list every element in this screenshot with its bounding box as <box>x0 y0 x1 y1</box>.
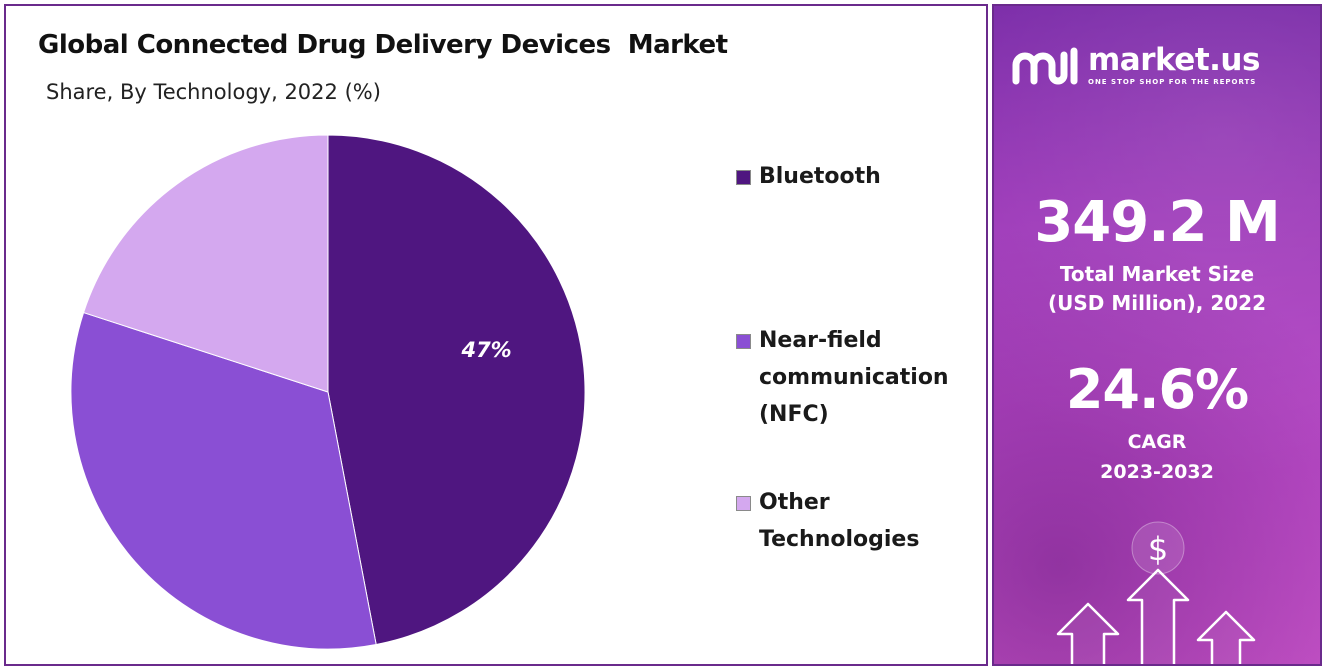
chart-subtitle: Share, By Technology, 2022 (%) <box>46 80 381 104</box>
legend-label-line: Bluetooth <box>759 164 881 189</box>
legend-swatch-other <box>736 496 751 511</box>
pie-chart: 47% <box>70 134 586 650</box>
market-size-label: Total Market Size <box>1059 262 1255 286</box>
pie-slice-label-0: 47% <box>460 338 511 362</box>
legend-swatch-nfc <box>736 334 751 349</box>
cagr-value: 24.6% <box>1065 358 1249 421</box>
legend-label-other: Other Technologies <box>759 484 919 558</box>
legend-swatch-bluetooth <box>736 170 751 185</box>
legend-item-nfc: Near-field communication (NFC) <box>736 328 949 433</box>
cagr-period: 2023-2032 <box>1100 461 1214 483</box>
chart-title: Global Connected Drug Delivery Devices M… <box>38 30 728 60</box>
legend-label-line: Other <box>759 490 830 515</box>
market-size-value: 349.2 M <box>1034 190 1280 255</box>
legend-label-line: (NFC) <box>759 402 829 427</box>
chart-panel: Global Connected Drug Delivery Devices M… <box>4 4 988 666</box>
legend: Bluetooth Near-field communication (NFC)… <box>736 6 986 666</box>
brand-name: market.us <box>1088 42 1260 78</box>
legend-item-bluetooth: Bluetooth <box>736 164 881 195</box>
legend-label-bluetooth: Bluetooth <box>759 158 881 195</box>
pie-slice-0 <box>327 134 586 646</box>
market-us-logo-icon <box>1012 47 1078 85</box>
market-summary-panel: market.us ONE STOP SHOP FOR THE REPORTS … <box>992 4 1322 666</box>
background-shade <box>994 6 1320 664</box>
legend-label-line: Technologies <box>759 527 920 552</box>
pie-slice-2 <box>82 134 329 393</box>
dollar-icon: $ <box>1148 530 1168 568</box>
pie-slices <box>70 134 586 650</box>
growth-arrows-icon: $ <box>1056 521 1256 664</box>
cagr-label: CAGR <box>1127 431 1187 453</box>
market-size-unit-label: (USD Million), 2022 <box>1047 291 1267 315</box>
legend-label-line: communication <box>759 365 949 390</box>
pie-slice-1 <box>70 311 377 650</box>
brand-tagline: ONE STOP SHOP FOR THE REPORTS <box>1088 78 1257 86</box>
legend-label-nfc: Near-field communication (NFC) <box>759 322 949 433</box>
brand-logo: market.us ONE STOP SHOP FOR THE REPORTS <box>1012 44 1260 86</box>
pie-labels: 47% <box>460 338 511 362</box>
legend-item-other: Other Technologies <box>736 490 919 558</box>
legend-label-line: Near-field <box>759 328 882 353</box>
